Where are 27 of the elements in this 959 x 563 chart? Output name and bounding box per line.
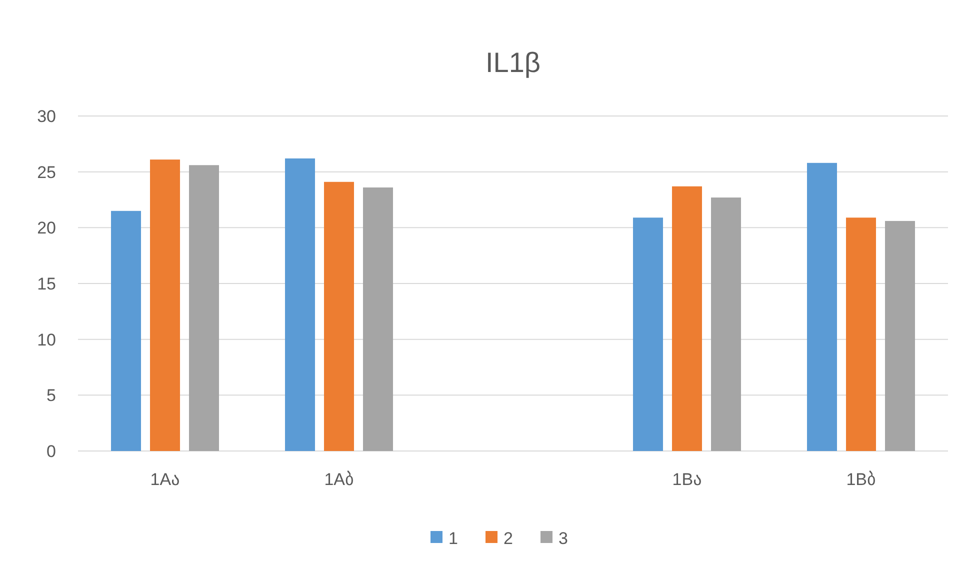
x-tick-label: 1Bბ: [846, 470, 876, 489]
x-tick-label: 1Bა: [672, 470, 702, 489]
bar: [285, 158, 315, 451]
legend-label: 1: [448, 528, 458, 548]
y-tick-label: 5: [46, 386, 56, 406]
bar: [633, 218, 663, 451]
bar: [672, 186, 702, 451]
bar: [189, 165, 219, 451]
bar: [363, 187, 393, 451]
bar: [150, 160, 180, 451]
y-tick-label: 20: [37, 218, 56, 238]
bar: [885, 220, 915, 451]
legend-label: 3: [558, 528, 568, 548]
y-tick-label: 15: [37, 274, 56, 294]
bar: [807, 162, 837, 451]
bar: [846, 218, 876, 451]
y-tick-label: 25: [37, 162, 56, 182]
chart-title: IL1β: [485, 47, 541, 78]
x-tick-label: 1Aბ: [324, 470, 354, 489]
y-tick-label: 10: [37, 330, 56, 350]
bar: [711, 198, 741, 451]
y-tick-label: 0: [46, 442, 56, 461]
x-tick-label: 1Aა: [150, 470, 180, 489]
y-tick-label: 30: [37, 106, 56, 126]
legend-label: 2: [504, 528, 513, 548]
bar: [324, 182, 354, 451]
bar: [111, 210, 141, 451]
